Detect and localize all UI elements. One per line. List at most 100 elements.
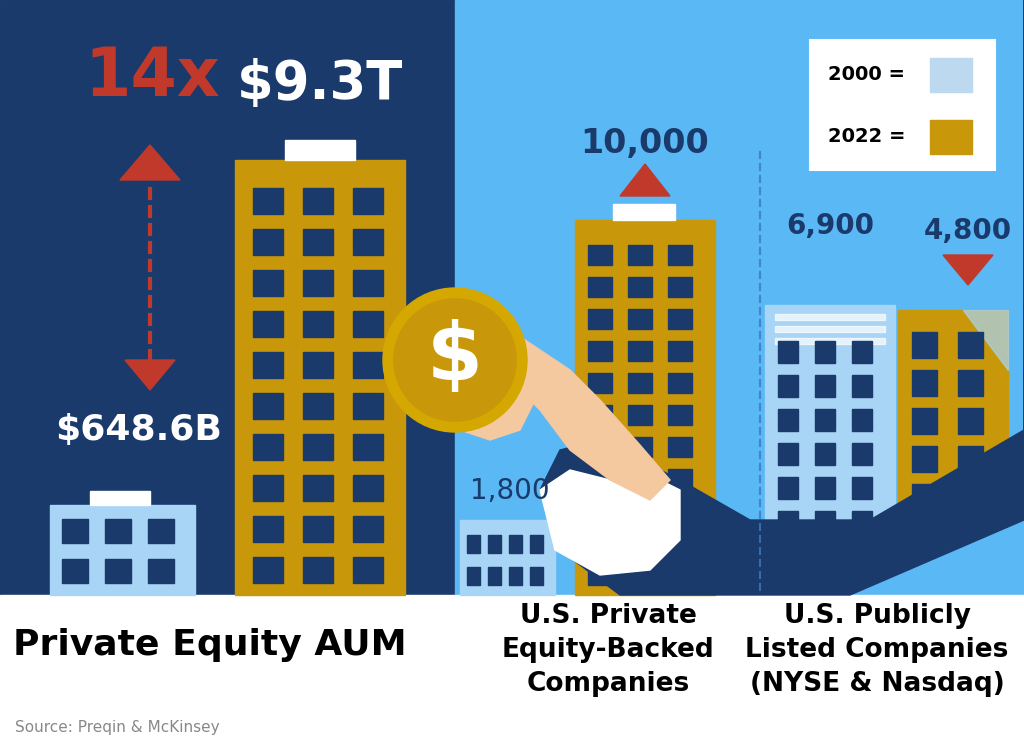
- Bar: [668, 565, 692, 585]
- Bar: [815, 341, 835, 363]
- Bar: [588, 501, 612, 521]
- Bar: [455, 0, 1024, 595]
- Bar: [253, 311, 283, 337]
- Text: Private Equity AUM: Private Equity AUM: [13, 628, 407, 662]
- Bar: [253, 393, 283, 419]
- Bar: [912, 484, 937, 510]
- Bar: [775, 338, 885, 344]
- Bar: [628, 245, 652, 265]
- Bar: [912, 408, 937, 434]
- Bar: [353, 557, 383, 583]
- Polygon shape: [430, 315, 540, 440]
- Bar: [628, 405, 652, 425]
- Text: 2022 =: 2022 =: [828, 127, 905, 146]
- Bar: [852, 443, 872, 465]
- Bar: [105, 559, 131, 583]
- Bar: [628, 277, 652, 297]
- Bar: [353, 311, 383, 337]
- Bar: [303, 352, 333, 378]
- Polygon shape: [540, 0, 1024, 595]
- Bar: [628, 501, 652, 521]
- Bar: [285, 140, 355, 160]
- Bar: [0, 0, 455, 595]
- Bar: [775, 314, 885, 320]
- Bar: [765, 305, 895, 545]
- Text: 14x: 14x: [84, 44, 220, 110]
- Bar: [253, 434, 283, 460]
- Bar: [303, 434, 333, 460]
- Bar: [253, 352, 283, 378]
- Bar: [353, 352, 383, 378]
- Text: 6,900: 6,900: [786, 212, 874, 240]
- Text: Source: Preqin & McKinsey: Source: Preqin & McKinsey: [15, 720, 219, 735]
- Bar: [815, 375, 835, 397]
- Bar: [628, 469, 652, 489]
- Bar: [253, 229, 283, 255]
- Bar: [852, 375, 872, 397]
- Bar: [778, 375, 798, 397]
- Text: 2000 =: 2000 =: [828, 64, 905, 83]
- Bar: [958, 370, 983, 396]
- Bar: [253, 557, 283, 583]
- Bar: [253, 188, 283, 214]
- Bar: [509, 567, 522, 585]
- Bar: [460, 520, 555, 595]
- Bar: [778, 409, 798, 431]
- Bar: [353, 393, 383, 419]
- Text: 1,800: 1,800: [470, 477, 550, 505]
- Bar: [303, 188, 333, 214]
- Bar: [303, 229, 333, 255]
- Text: $: $: [427, 319, 483, 397]
- Bar: [778, 341, 798, 363]
- Bar: [303, 557, 333, 583]
- FancyBboxPatch shape: [810, 40, 995, 170]
- Bar: [353, 188, 383, 214]
- Bar: [588, 533, 612, 553]
- Bar: [303, 475, 333, 501]
- Bar: [353, 229, 383, 255]
- Bar: [628, 437, 652, 457]
- Bar: [588, 469, 612, 489]
- Bar: [628, 373, 652, 393]
- Circle shape: [394, 298, 516, 422]
- Bar: [815, 477, 835, 499]
- Bar: [303, 393, 333, 419]
- Bar: [628, 533, 652, 553]
- Bar: [628, 309, 652, 329]
- Text: 4,800: 4,800: [924, 217, 1012, 245]
- Polygon shape: [120, 145, 180, 180]
- Bar: [575, 220, 715, 595]
- Bar: [668, 405, 692, 425]
- Bar: [253, 516, 283, 542]
- Bar: [778, 511, 798, 533]
- Bar: [778, 443, 798, 465]
- Bar: [912, 446, 937, 472]
- Bar: [898, 310, 1008, 520]
- Bar: [628, 565, 652, 585]
- Text: U.S. Private
Equity-Backed
Companies: U.S. Private Equity-Backed Companies: [502, 603, 715, 697]
- Bar: [852, 511, 872, 533]
- Bar: [303, 270, 333, 296]
- Bar: [958, 484, 983, 510]
- Bar: [668, 501, 692, 521]
- Bar: [253, 270, 283, 296]
- Bar: [852, 341, 872, 363]
- Bar: [353, 270, 383, 296]
- Polygon shape: [620, 164, 670, 196]
- Polygon shape: [125, 360, 175, 390]
- Bar: [613, 204, 675, 220]
- Bar: [588, 341, 612, 361]
- Bar: [815, 409, 835, 431]
- Polygon shape: [435, 315, 670, 500]
- Circle shape: [383, 288, 527, 432]
- Bar: [234, 160, 406, 595]
- Bar: [912, 332, 937, 358]
- Bar: [668, 533, 692, 553]
- Bar: [588, 437, 612, 457]
- Bar: [530, 567, 543, 585]
- Bar: [668, 469, 692, 489]
- Bar: [668, 309, 692, 329]
- Bar: [353, 434, 383, 460]
- Bar: [62, 559, 88, 583]
- Bar: [253, 475, 283, 501]
